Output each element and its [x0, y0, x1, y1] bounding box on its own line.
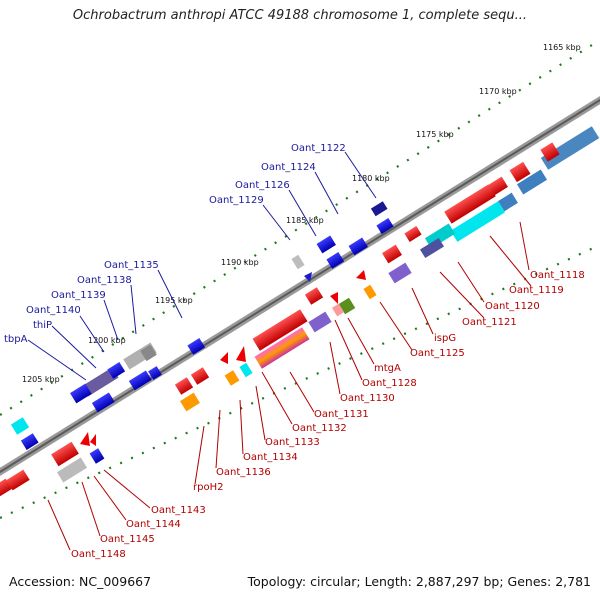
- red-leader-lines: [47, 221, 532, 551]
- kbp-label: 1185 kbp: [286, 216, 324, 225]
- gene-label: Oant_1132: [292, 423, 347, 434]
- gene-label: Oant_1143: [151, 505, 206, 516]
- gene-label: Oant_1128: [362, 378, 417, 389]
- gene-label: Oant_1126: [235, 180, 290, 191]
- kbp-label: 1200 kbp: [88, 336, 126, 345]
- gene-label: tbpA: [4, 334, 28, 345]
- forward-strand-genes: [0, 126, 600, 498]
- kbp-scale: 1165 kbp 1170 kbp 1175 kbp 1180 kbp 1185…: [22, 43, 581, 384]
- gene-label: Oant_1139: [51, 290, 106, 301]
- gene-label: thiP: [33, 320, 52, 331]
- gene-label: Oant_1134: [243, 452, 298, 463]
- map-title: Ochrobactrum anthropi ATCC 49188 chromos…: [72, 8, 528, 23]
- gene-label: Oant_1119: [509, 285, 564, 296]
- gene-label: Oant_1118: [530, 270, 585, 281]
- kbp-label: 1180 kbp: [352, 174, 390, 183]
- gene-label: mtgA: [374, 363, 401, 374]
- gene-label: Oant_1138: [77, 275, 132, 286]
- gene-label: Oant_1148: [71, 549, 126, 560]
- gene-label: Oant_1144: [126, 519, 181, 530]
- gene-label: Oant_1136: [216, 467, 271, 478]
- gene-label: Oant_1133: [265, 437, 320, 448]
- outer-tick-track: [0, 39, 600, 520]
- gene-label: Oant_1121: [462, 317, 517, 328]
- gene-label: Oant_1129: [209, 195, 264, 206]
- kbp-label: 1175 kbp: [416, 130, 454, 139]
- gene-label: rpoH2: [193, 482, 223, 493]
- gene-label: Oant_1122: [291, 143, 346, 154]
- gene-label: Oant_1131: [314, 409, 369, 420]
- gene-label: Oant_1145: [100, 534, 155, 545]
- gene-label: Oant_1124: [261, 162, 316, 173]
- gene-label: ispG: [434, 333, 456, 344]
- accession-text: Accession: NC_009667: [9, 574, 152, 589]
- kbp-label: 1205 kbp: [22, 375, 60, 384]
- kbp-label: 1190 kbp: [221, 258, 259, 267]
- kbp-label: 1165 kbp: [543, 43, 581, 52]
- red-gene-labels: Oant_1118 Oant_1119 Oant_1120 Oant_1121 …: [71, 270, 585, 560]
- reverse-strand-genes: [10, 201, 394, 450]
- gene-label: Oant_1130: [340, 393, 395, 404]
- chromosome-backbone: [0, 95, 600, 477]
- gene-label: Oant_1140: [26, 305, 81, 316]
- kbp-label: 1170 kbp: [479, 87, 517, 96]
- summary-text: Topology: circular; Length: 2,887,297 bp…: [247, 574, 591, 589]
- blue-gene-labels: Oant_1122 Oant_1124 Oant_1126 Oant_1129 …: [4, 143, 346, 345]
- kbp-label: 1195 kbp: [155, 296, 193, 305]
- gene-label: Oant_1135: [104, 260, 159, 271]
- gene-label: Oant_1120: [485, 301, 540, 312]
- blue-leader-lines: [27, 151, 377, 381]
- gene-label: Oant_1125: [410, 348, 465, 359]
